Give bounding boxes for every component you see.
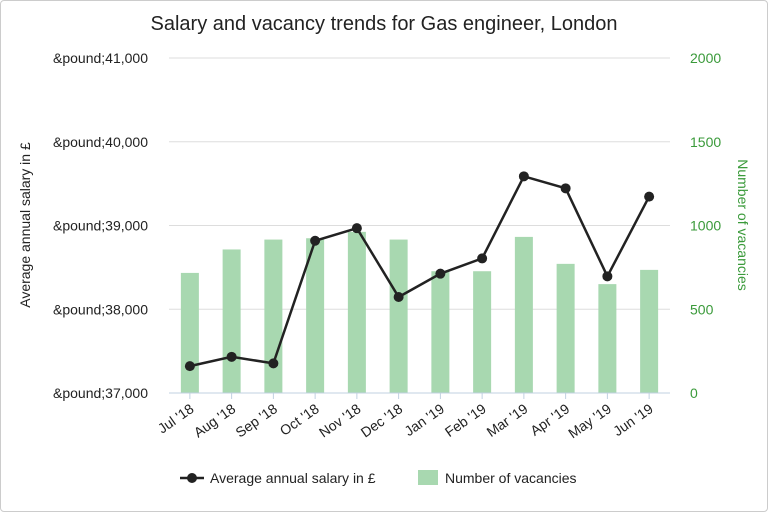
y-left-tick-label: &pound;37,000: [53, 385, 148, 401]
salary-point: [644, 191, 655, 202]
legend-item-vacancies[interactable]: Number of vacancies: [418, 470, 577, 486]
y-right-tick-label: 1500: [690, 134, 721, 150]
x-tick-label: Jan '19: [401, 400, 447, 439]
salary-point: [435, 268, 446, 279]
x-tick-label: Jun '19: [610, 400, 656, 439]
y-right-tick-label: 1000: [690, 218, 721, 234]
bar: [222, 249, 241, 393]
bar: [347, 231, 366, 393]
y-left-tick-label: &pound;41,000: [53, 50, 148, 66]
salary-point: [268, 358, 279, 369]
y-left-tick-label: &pound;38,000: [53, 301, 148, 317]
x-tick-label: Feb '19: [442, 400, 489, 440]
y-right-tick-label: 2000: [690, 50, 721, 66]
salary-point: [351, 223, 362, 234]
x-tick-label: Aug '18: [191, 400, 239, 440]
x-tick-label: Dec '18: [358, 400, 406, 440]
legend-marker-icon: [187, 473, 197, 483]
legend: Average annual salary in £ Number of vac…: [180, 470, 577, 486]
salary-point: [602, 271, 613, 282]
bar: [514, 236, 533, 393]
bar: [640, 269, 659, 393]
bar: [431, 271, 450, 393]
x-tick-label: Mar '19: [484, 400, 531, 440]
salary-point: [518, 171, 529, 182]
salary-point: [184, 361, 195, 372]
bar: [556, 263, 575, 393]
y-right-tick-label: 500: [690, 301, 714, 317]
chart-title: Salary and vacancy trends for Gas engine…: [151, 13, 618, 35]
bar: [264, 239, 283, 393]
salary-point: [393, 292, 404, 303]
bar: [473, 271, 492, 393]
legend-label: Average annual salary in £: [210, 470, 376, 486]
x-tick-label: Apr '19: [527, 400, 572, 438]
bar: [180, 272, 199, 393]
salary-point: [477, 253, 488, 264]
y-axis-left-label: Average annual salary in £: [17, 142, 33, 308]
x-tick-label: Sep '18: [232, 400, 280, 440]
bar: [598, 284, 617, 393]
bar: [306, 238, 325, 393]
legend-item-salary[interactable]: Average annual salary in £: [180, 470, 376, 486]
x-tick-label: Nov '18: [316, 400, 364, 440]
bar: [389, 239, 408, 393]
x-tick-label: Jul '18: [155, 400, 197, 436]
legend-swatch-icon: [418, 470, 438, 485]
salary-point: [310, 235, 321, 246]
legend-label: Number of vacancies: [445, 470, 577, 486]
y-right-tick-label: 0: [690, 385, 698, 401]
y-axis-right-label: Number of vacancies: [735, 159, 751, 291]
salary-line: [189, 174, 651, 368]
x-tick-label: May '19: [565, 400, 614, 441]
y-left-tick-label: &pound;39,000: [53, 218, 148, 234]
y-left-tick-label: &pound;40,000: [53, 134, 148, 150]
salary-point: [226, 351, 237, 362]
x-tick-label: Oct '18: [277, 400, 322, 438]
salary-point: [560, 183, 571, 194]
